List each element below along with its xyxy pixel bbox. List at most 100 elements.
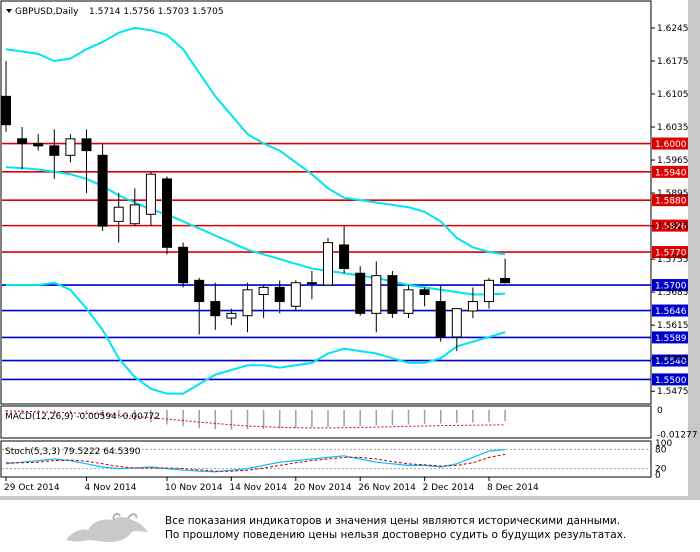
candle-body bbox=[226, 312, 237, 319]
disclaimer-line-1: Все показания индикаторов и значения цен… bbox=[165, 515, 621, 527]
level-price-label: 1.5700 bbox=[655, 282, 687, 292]
price-axis: 1.62451.61751.61051.60351.59651.58951.58… bbox=[651, 24, 689, 397]
level-price-tag bbox=[652, 194, 688, 207]
candle-body bbox=[258, 286, 269, 295]
stoch-d-line bbox=[6, 453, 506, 472]
price-tick-label: 1.6175 bbox=[657, 57, 689, 67]
candle-body bbox=[17, 138, 28, 145]
macd-tick-label: 0 bbox=[657, 406, 663, 416]
stoch-tick-label: 0 bbox=[655, 471, 661, 481]
stoch-tick-label: 80 bbox=[655, 445, 667, 455]
macd-layer: 0 -0.01277 bbox=[5, 406, 697, 441]
level-price-tag bbox=[652, 331, 688, 344]
level-price-tag bbox=[652, 165, 688, 178]
date-tick-label: 20 Nov 2014 bbox=[294, 483, 352, 493]
candle-body bbox=[451, 308, 462, 338]
candle-body bbox=[210, 301, 221, 317]
price-tick-label: 1.5615 bbox=[657, 321, 689, 331]
candle-body bbox=[435, 301, 446, 338]
window-right-edge bbox=[688, 0, 700, 500]
candle-body bbox=[162, 178, 172, 248]
bollinger-bands bbox=[5, 26, 506, 395]
stoch-label: Stoch(5,3,3) 79.5222 64.5390 bbox=[5, 447, 141, 457]
level-price-label: 1.5826 bbox=[655, 222, 687, 232]
candle-body bbox=[65, 138, 76, 156]
levels-layer: 1.60001.59401.58801.58261.57701.57001.56… bbox=[2, 137, 688, 386]
candles-layer bbox=[1, 60, 511, 352]
level-price-tag bbox=[652, 354, 688, 367]
candle-body bbox=[129, 204, 140, 225]
disclaimer: Все показания индикаторов и значения цен… bbox=[165, 514, 685, 542]
date-tick-label: 2 Dec 2014 bbox=[423, 483, 475, 493]
date-tick-label: 26 Nov 2014 bbox=[358, 483, 416, 493]
bollinger-mid-line bbox=[5, 166, 506, 296]
candle-body bbox=[274, 286, 285, 303]
level-price-tag bbox=[652, 246, 688, 259]
candle-body bbox=[355, 272, 366, 314]
candle-body bbox=[484, 279, 494, 303]
date-tick-label: 8 Dec 2014 bbox=[487, 483, 539, 493]
level-price-tag bbox=[652, 304, 688, 317]
macd-tick-label: -0.01277 bbox=[657, 431, 697, 441]
candle-body bbox=[49, 145, 60, 156]
level-price-label: 1.5500 bbox=[655, 376, 687, 386]
candle-body bbox=[306, 282, 317, 285]
candle-body bbox=[194, 279, 205, 303]
candle-body bbox=[500, 277, 511, 284]
candle-body bbox=[145, 173, 156, 215]
candle-body bbox=[339, 244, 350, 270]
candle-body bbox=[113, 206, 124, 222]
chart-window[interactable]: 1.6000 1.5940 1.5880 1.5826 1.5770 1.5700 1.56… bbox=[0, 0, 700, 500]
collapse-triangle-icon[interactable] bbox=[6, 9, 12, 13]
date-tick-label: 4 Nov 2014 bbox=[85, 483, 137, 493]
candle-body bbox=[419, 289, 430, 295]
price-tick-label: 1.5755 bbox=[657, 255, 689, 265]
disclaimer-line-2: По прошлому поведению цены нельзя достов… bbox=[165, 529, 627, 541]
price-tick-label: 1.6105 bbox=[657, 90, 689, 100]
bollinger-upper-line bbox=[5, 26, 506, 256]
window-bottom-edge bbox=[0, 496, 700, 500]
price-tick-label: 1.5825 bbox=[657, 222, 689, 232]
candle-body bbox=[178, 246, 189, 284]
candle-body bbox=[290, 282, 301, 307]
price-tick-label: 1.5685 bbox=[657, 288, 689, 298]
candle-body bbox=[387, 275, 398, 314]
level-price-label: 1.5940 bbox=[655, 168, 687, 178]
symbol-label: GBPUSD,Daily bbox=[15, 7, 79, 17]
candle-body bbox=[371, 275, 382, 314]
level-price-label: 1.5589 bbox=[655, 334, 687, 344]
macd-signal-line bbox=[5, 410, 506, 429]
stoch-tick-label: 20 bbox=[655, 465, 667, 475]
level-price-label: 1.5880 bbox=[655, 197, 687, 207]
price-tick-label: 1.5965 bbox=[657, 156, 689, 166]
candle-body bbox=[242, 289, 253, 317]
stoch-k-line bbox=[5, 449, 506, 473]
bull-logo-icon bbox=[66, 512, 148, 542]
level-price-label: 1.6000 bbox=[655, 140, 687, 150]
candle-body bbox=[1, 95, 11, 126]
macd-label: MACD(12,26,9) -0.00594 -0.00772 bbox=[5, 412, 160, 422]
date-tick-label: 14 Nov 2014 bbox=[229, 483, 287, 493]
stoch-tick-label: 100 bbox=[655, 439, 672, 449]
date-tick-label: 10 Nov 2014 bbox=[165, 483, 223, 493]
level-price-tag bbox=[652, 279, 688, 292]
ohlc-label: 1.5714 1.5756 1.5703 1.5705 bbox=[89, 7, 224, 17]
price-tick-label: 1.5475 bbox=[657, 387, 689, 397]
level-price-label: 1.5770 bbox=[655, 249, 687, 259]
level-price-label: 1.5540 bbox=[655, 357, 687, 367]
candle-body bbox=[97, 154, 108, 227]
chart-canvas[interactable]: 1.60001.59401.58801.58261.57701.57001.56… bbox=[0, 0, 700, 500]
date-axis: 29 Oct 2014 4 Nov 2014 10 Nov 2014 14 Nov 2… bbox=[4, 477, 539, 493]
date-tick-label: 29 Oct 2014 bbox=[4, 483, 60, 493]
price-tick-label: 1.6245 bbox=[657, 24, 689, 34]
level-price-tag bbox=[652, 137, 688, 150]
level-price-label: 1.5646 bbox=[655, 307, 687, 317]
candle-body bbox=[33, 143, 44, 147]
candle-body bbox=[403, 289, 414, 314]
price-tick-label: 1.6035 bbox=[657, 123, 689, 133]
candle-body bbox=[323, 242, 333, 286]
candle-body bbox=[467, 301, 478, 312]
price-tick-label: 1.5545 bbox=[657, 354, 689, 364]
candle-body bbox=[81, 138, 92, 152]
